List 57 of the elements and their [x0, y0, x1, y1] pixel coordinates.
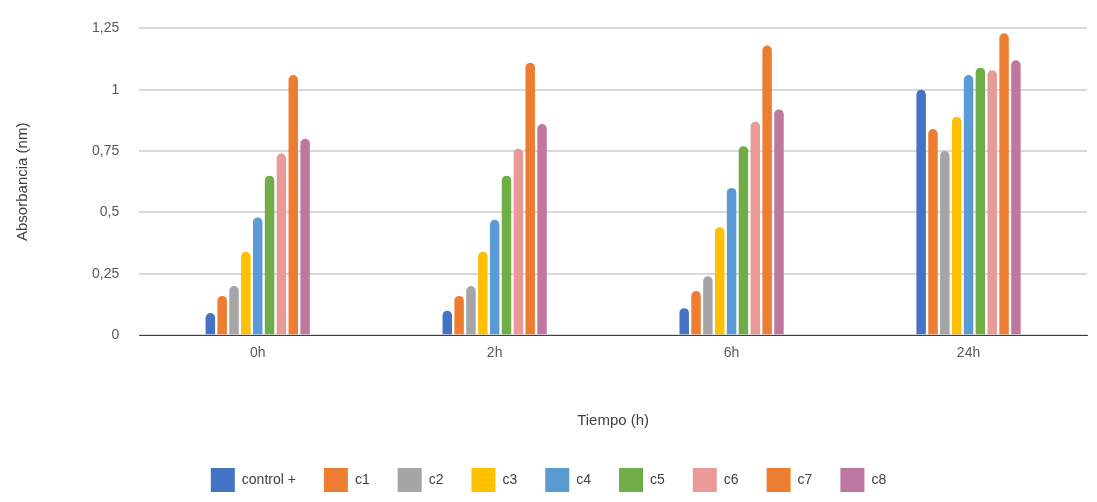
bar: [466, 286, 476, 335]
legend-label: c3: [502, 470, 518, 487]
bar: [750, 121, 761, 335]
x-tick-label: 0h: [249, 344, 266, 361]
legend-label: c4: [576, 470, 592, 487]
legend-label: c1: [354, 470, 370, 487]
bar: [987, 70, 997, 335]
y-tick-label: 1,25: [92, 19, 120, 36]
bar: [478, 251, 488, 335]
legend-label: c6: [723, 470, 739, 487]
x-tick-label: 6h: [723, 344, 740, 361]
bar: [916, 89, 926, 335]
x-tick-label: 2h: [486, 344, 503, 361]
bar: [691, 291, 701, 335]
bar: [217, 295, 227, 335]
y-tick-label: 0,25: [92, 264, 120, 281]
bar: [525, 62, 535, 335]
bar: [252, 217, 263, 335]
x-tick-label: 24h: [956, 344, 981, 361]
bar: [264, 175, 275, 335]
y-tick-label: 0,5: [99, 203, 120, 220]
y-tick-label: 1: [111, 80, 120, 97]
bar: [999, 33, 1009, 335]
bar: [703, 276, 713, 335]
bar: [963, 75, 974, 335]
bar: [489, 219, 500, 335]
y-tick-label: 0,75: [92, 141, 120, 158]
bar: [241, 251, 251, 335]
bar: [537, 124, 547, 335]
y-axis-title: Absorbancia (nm): [13, 122, 31, 241]
x-axis-title: Tiempo (h): [577, 411, 650, 429]
bar: [229, 286, 239, 335]
legend-label: c2: [428, 470, 444, 487]
bar: [454, 295, 464, 335]
bar: [501, 175, 512, 335]
bar: [288, 75, 298, 335]
bar: [205, 313, 216, 335]
bar: [762, 45, 772, 335]
legend-label: c5: [650, 470, 666, 487]
bar: [928, 129, 938, 335]
legend-label: c7: [797, 470, 813, 487]
y-tick-label: 0: [111, 326, 120, 343]
bar: [975, 67, 986, 335]
bar: [1011, 60, 1021, 335]
bar: [513, 148, 524, 335]
legend-label: control +: [241, 470, 296, 487]
bar: [300, 138, 310, 335]
bar: [442, 310, 453, 335]
bar: [951, 116, 962, 335]
bar: [276, 153, 287, 335]
bar: [715, 227, 725, 335]
bar: [738, 146, 749, 335]
bar: [726, 187, 737, 335]
legend-label: c8: [871, 470, 887, 487]
bar: [774, 109, 784, 335]
bar: [940, 151, 950, 335]
bar: [679, 308, 689, 335]
